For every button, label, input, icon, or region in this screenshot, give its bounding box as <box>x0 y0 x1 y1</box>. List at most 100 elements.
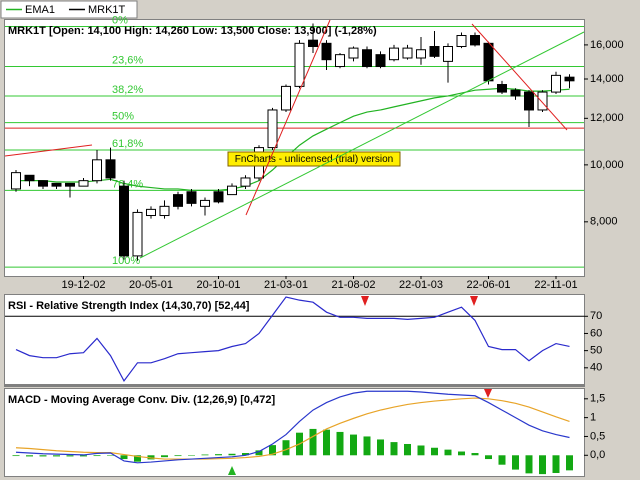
x-tick-label: 21-08-02 <box>331 279 375 291</box>
candle-body <box>416 49 426 59</box>
sell-marker <box>470 296 478 306</box>
histogram-bar <box>242 453 249 456</box>
histogram-bar <box>80 455 87 457</box>
trend-line <box>4 144 93 157</box>
histogram-bar <box>498 455 506 465</box>
y-tick-label: 10,000 <box>590 159 624 171</box>
panel-title: MACD - Moving Average Conv. Div. (12,26,… <box>8 394 275 406</box>
histogram-bar <box>215 454 222 456</box>
y-tick-label: 40 <box>590 362 602 374</box>
candle-body <box>348 47 359 59</box>
candle-body <box>362 49 372 68</box>
fibonacci-label: 38,2% <box>112 84 143 96</box>
candle-body <box>227 185 237 196</box>
trend-line <box>471 23 568 131</box>
candle-body <box>24 174 35 182</box>
candle-body <box>186 191 197 204</box>
y-tick-label: 60 <box>590 327 602 339</box>
histogram-bar <box>336 431 344 456</box>
watermark-box <box>227 151 401 167</box>
y-tick-label: 14,000 <box>590 73 624 85</box>
candle-body <box>213 191 224 203</box>
histogram-bar <box>53 455 60 457</box>
rsi-panel <box>4 294 585 387</box>
series-line <box>15 296 570 382</box>
histogram-bar <box>255 450 263 456</box>
candle-body <box>470 35 480 46</box>
histogram-bar <box>188 455 195 456</box>
panel-title: RSI - Relative Strength Index (14,30,70)… <box>8 300 250 312</box>
candle-body <box>11 172 21 190</box>
series-line <box>16 87 570 191</box>
histogram-bar <box>377 439 384 456</box>
sell-marker <box>361 296 369 306</box>
candle-body <box>294 42 305 87</box>
y-tick-label: 0,5 <box>590 430 605 442</box>
histogram-bar <box>12 455 20 457</box>
histogram-bar <box>107 455 114 456</box>
trend-line <box>245 19 331 216</box>
panel-title: MRK1T [Open: 14,100 High: 14,260 Low: 13… <box>8 25 377 37</box>
histogram-bar <box>161 455 168 458</box>
candle-body <box>308 39 318 48</box>
candle-body <box>483 42 494 82</box>
candle-body <box>132 211 143 257</box>
histogram-bar <box>444 449 452 456</box>
candle-body <box>524 91 534 111</box>
candle-body <box>456 35 467 48</box>
candle-body <box>321 42 332 61</box>
candle-body <box>105 159 116 179</box>
macd-panel <box>4 388 585 477</box>
series-line <box>15 390 570 464</box>
y-tick-label: 50 <box>590 345 602 357</box>
candle-body <box>389 47 399 61</box>
histogram-bar <box>417 445 425 456</box>
candle-body <box>375 54 386 68</box>
x-tick-label: 19-12-02 <box>61 279 105 291</box>
histogram-bar <box>525 455 533 474</box>
histogram-bar <box>120 455 128 460</box>
histogram-bar <box>485 455 492 460</box>
candle-body <box>551 74 561 93</box>
y-tick-label: 16,000 <box>590 39 624 51</box>
candle-body <box>281 85 291 111</box>
y-tick-label: 8,000 <box>590 216 618 228</box>
histogram-bar <box>539 455 546 475</box>
y-tick-label: 0,0 <box>590 449 605 461</box>
candle-body <box>240 177 251 187</box>
x-tick-label: 22-11-01 <box>534 279 577 291</box>
histogram-bar <box>363 436 371 456</box>
candle-body <box>92 159 102 182</box>
candle-body <box>78 180 89 187</box>
histogram-bar <box>26 455 33 457</box>
histogram-bar <box>350 434 357 456</box>
candle-body <box>429 46 440 57</box>
signal-markers <box>228 296 492 475</box>
histogram-bar <box>458 451 465 456</box>
histogram-bar <box>93 455 101 457</box>
histogram-bar <box>134 455 141 462</box>
candle-body <box>146 208 156 217</box>
x-tick-label: 21-03-01 <box>264 279 308 291</box>
x-tick-label: 20-10-01 <box>196 279 240 291</box>
histogram-bar <box>309 428 317 456</box>
candle-body <box>402 47 413 59</box>
histogram-bar <box>269 445 276 456</box>
x-tick-label: 22-01-03 <box>399 279 443 291</box>
histogram-bar <box>323 429 330 456</box>
fibonacci-label: 0% <box>112 14 128 26</box>
histogram-bar <box>566 455 573 471</box>
candle-body <box>119 185 129 257</box>
histogram-bar <box>390 442 398 456</box>
candle-body <box>564 76 575 82</box>
candle-body <box>38 180 48 187</box>
y-tick-label: 1 <box>590 412 596 424</box>
candle-body <box>159 205 170 217</box>
candle-body <box>200 199 210 207</box>
candle-body <box>65 182 75 187</box>
fibonacci-label: 23,6% <box>112 54 143 66</box>
y-tick-label: 70 <box>590 310 602 322</box>
watermark: FnCharts - unlicensed (trial) version <box>235 154 393 165</box>
fibonacci-label: 50% <box>112 111 134 123</box>
